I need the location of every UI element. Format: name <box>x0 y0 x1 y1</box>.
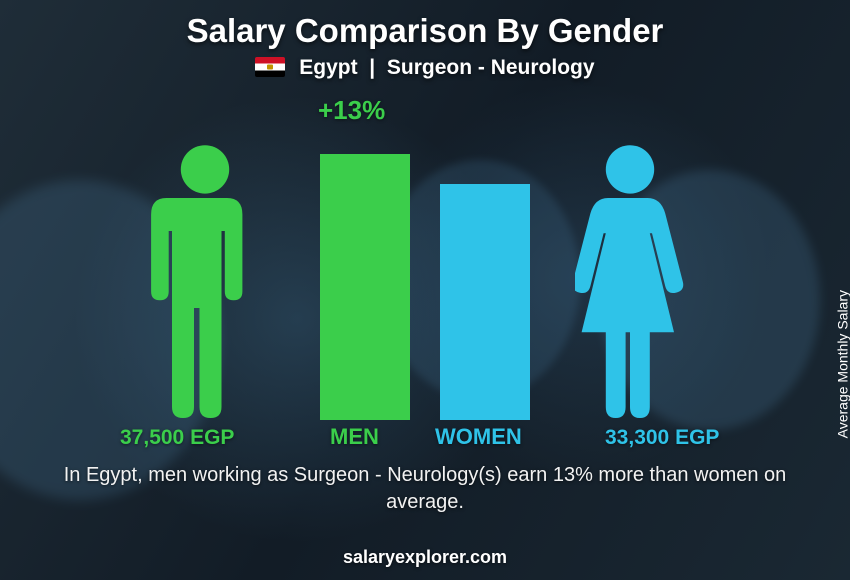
chart-area: +13% MEN WOMEN 37,500 EGP 33,300 EGP <box>0 95 850 450</box>
women-salary-value: 33,300 EGP <box>605 426 719 450</box>
egypt-flag-icon <box>255 57 285 77</box>
men-bar-label: MEN <box>330 424 379 450</box>
subtitle: Egypt | Surgeon - Neurology <box>0 56 850 80</box>
description-text: In Egypt, men working as Surgeon - Neuro… <box>60 462 790 516</box>
source-label: salaryexplorer.com <box>0 547 850 568</box>
men-bar <box>320 154 410 420</box>
difference-label: +13% <box>318 95 385 126</box>
occupation-label: Surgeon - Neurology <box>387 56 595 79</box>
female-icon <box>575 143 685 418</box>
page-title: Salary Comparison By Gender <box>0 12 850 50</box>
women-bar-label: WOMEN <box>435 424 522 450</box>
women-bar <box>440 184 530 420</box>
men-salary-value: 37,500 EGP <box>120 426 234 450</box>
separator: | <box>369 56 375 79</box>
male-icon <box>150 143 260 418</box>
y-axis-label: Average Monthly Salary <box>834 290 850 438</box>
country-label: Egypt <box>299 56 357 79</box>
